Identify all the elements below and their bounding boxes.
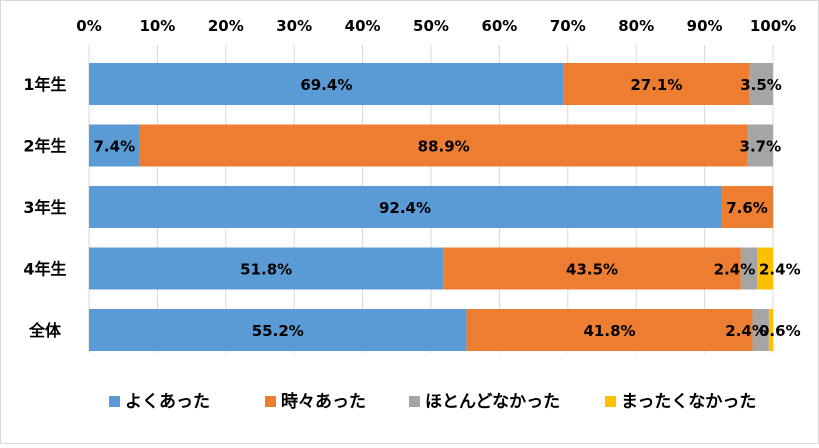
- data-label: 69.4%: [300, 76, 352, 94]
- bar-segment: [89, 247, 444, 290]
- bars: [89, 63, 773, 351]
- x-tick-label: 0%: [76, 17, 101, 35]
- x-tick-label: 60%: [481, 17, 517, 35]
- bar-segment: [740, 247, 758, 290]
- category-label: 4年生: [23, 260, 66, 279]
- legend-swatch: [409, 396, 420, 407]
- data-label: 0.6%: [759, 322, 801, 340]
- legend-label: ほとんどなかった: [425, 392, 560, 412]
- x-tick-label: 50%: [413, 17, 449, 35]
- legend-swatch: [605, 396, 616, 407]
- x-tick-label: 80%: [618, 17, 654, 35]
- data-label: 43.5%: [566, 261, 618, 279]
- data-label: 2.4%: [725, 322, 767, 340]
- category-label: 2年生: [23, 137, 66, 156]
- data-label: 51.8%: [240, 261, 292, 279]
- bar-segment: [89, 309, 467, 351]
- x-tick-label: 100%: [750, 17, 796, 35]
- data-label: 55.2%: [252, 322, 304, 340]
- category-label: 全体: [28, 321, 62, 340]
- bar-segment: [89, 186, 722, 228]
- bar-segment: [89, 63, 564, 105]
- bar-segment: [563, 63, 750, 105]
- data-label: 2.4%: [759, 261, 801, 279]
- x-tick-label: 30%: [276, 17, 312, 35]
- bar-segment: [752, 309, 769, 351]
- legend-swatch: [265, 396, 276, 407]
- bar-segment: [443, 247, 741, 290]
- data-label: 27.1%: [630, 76, 682, 94]
- x-tick-label: 40%: [345, 17, 381, 35]
- data-label: 7.4%: [94, 138, 136, 156]
- legend-swatch: [109, 396, 120, 407]
- bar-segment: [768, 309, 773, 351]
- data-label: 92.4%: [379, 199, 431, 217]
- bar-segment: [466, 309, 753, 351]
- bar-segment: [139, 124, 748, 167]
- data-label: 2.4%: [714, 261, 756, 279]
- data-label: 88.9%: [418, 138, 470, 156]
- data-label: 3.7%: [740, 138, 782, 156]
- category-label: 1年生: [23, 75, 66, 94]
- data-label: 41.8%: [584, 322, 636, 340]
- legend-label: まったくなかった: [621, 392, 756, 412]
- data-labels: 69.4% 27.1% 3.5% 7.4% 88.9% 3.7% 92.4% 7.6% 51.8…: [94, 76, 801, 340]
- category-label: 3年生: [23, 198, 66, 217]
- legend-label: 時々あった: [281, 391, 366, 412]
- x-tick-label: 20%: [208, 17, 244, 35]
- bar-segment: [757, 247, 773, 290]
- x-axis-ticks: 0% 10% 20% 30% 40% 50% 60% 70% 80% 90% 100%: [76, 17, 796, 35]
- x-tick-label: 90%: [687, 17, 723, 35]
- bar-segment: [747, 124, 773, 167]
- x-tick-label: 70%: [550, 17, 586, 35]
- x-tick-label: 10%: [139, 17, 175, 35]
- data-label: 3.5%: [740, 76, 782, 94]
- bar-segment: [749, 63, 773, 105]
- bar-segment: [89, 124, 140, 167]
- legend-label: よくあった: [125, 392, 210, 412]
- legend: よくあった 時々あった ほとんどなかった まったくなかった: [109, 391, 756, 412]
- bar-segment: [721, 186, 773, 228]
- data-label: 7.6%: [726, 199, 768, 217]
